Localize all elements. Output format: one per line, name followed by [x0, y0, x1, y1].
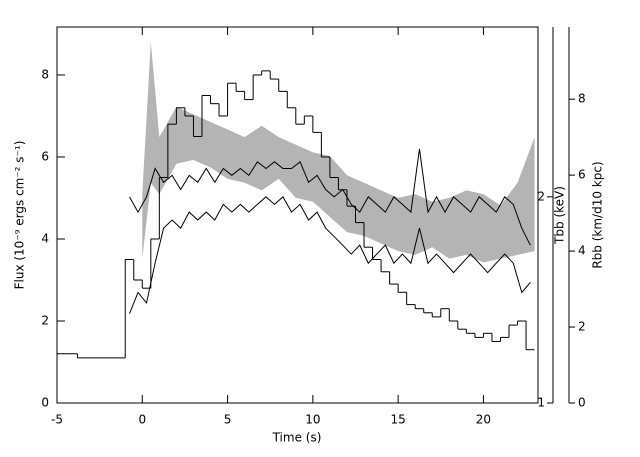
y-axis-label: Flux (10⁻⁹ ergs cm⁻² s⁻¹)	[13, 141, 27, 290]
radius-band	[142, 42, 535, 263]
x-tick-label: 10	[305, 413, 320, 427]
y-tick-label: 8	[41, 67, 49, 81]
x-tick-label: 0	[138, 413, 146, 427]
y3-tick-label: 2	[578, 320, 586, 334]
y-tick-label: 6	[41, 149, 49, 163]
x-tick-label: 20	[476, 413, 491, 427]
y3-tick-label: 8	[578, 92, 586, 106]
x-axis-label: Time (s)	[272, 431, 322, 445]
y2-tick-label: 2	[537, 189, 545, 203]
x-tick-label: 15	[390, 413, 405, 427]
y-tick-label: 0	[41, 396, 49, 410]
y3-tick-label: 6	[578, 168, 586, 182]
y3-tick-label: 0	[578, 396, 586, 410]
y2-axis-label: Tbb (keV)	[553, 186, 567, 245]
x-tick-label: 5	[224, 413, 232, 427]
plot-frame	[56, 26, 539, 404]
temperature-upper	[129, 148, 531, 246]
x-tick-label: -5	[51, 413, 63, 427]
y-tick-label: 2	[41, 313, 49, 327]
y3-tick-label: 4	[578, 244, 586, 258]
y2-tick-label: 1	[537, 396, 545, 410]
temperature-lower	[129, 196, 531, 314]
y-tick-label: 4	[41, 231, 49, 245]
y3-axis-label: Rbb (km/d10 kpc)	[591, 161, 605, 268]
